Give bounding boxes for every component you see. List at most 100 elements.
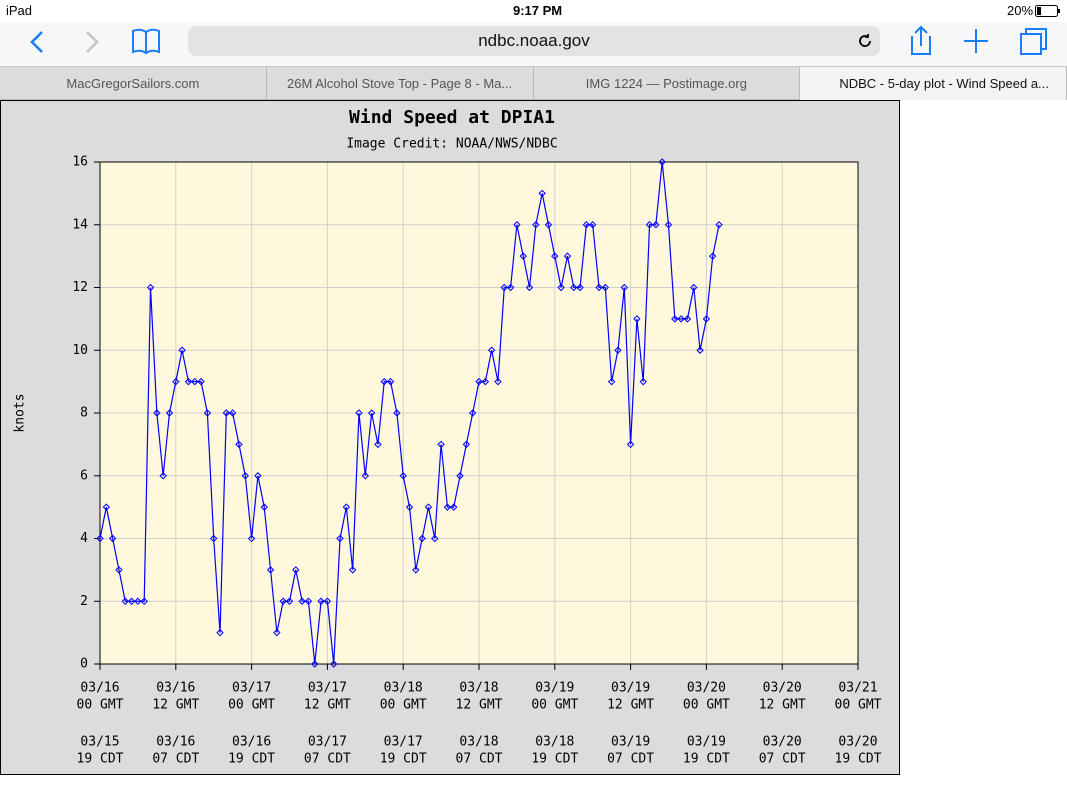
data-point <box>588 221 597 229</box>
data-point <box>702 315 711 323</box>
data-point <box>273 628 281 637</box>
x-tick-label: 03/19 <box>611 735 650 750</box>
tab[interactable]: 26M Alcohol Stove Top - Page 8 - Ma... <box>267 67 534 100</box>
data-point <box>500 283 508 292</box>
x-tick-label: 03/18 <box>459 681 498 696</box>
forward-button[interactable] <box>86 31 99 53</box>
data-point <box>247 534 256 543</box>
data-point <box>525 283 534 292</box>
data-point <box>127 597 136 605</box>
x-tick-label: 03/19 <box>535 681 574 696</box>
data-point <box>292 566 300 574</box>
data-point <box>671 315 679 323</box>
x-tick-label: 00 GMT <box>380 698 427 713</box>
data-line <box>99 161 720 665</box>
data-point <box>601 283 610 292</box>
x-tick-label: 12 GMT <box>456 698 503 713</box>
data-point <box>468 409 477 417</box>
data-point <box>456 472 464 480</box>
data-point <box>260 503 268 511</box>
data-point <box>399 472 407 480</box>
data-point <box>159 472 167 480</box>
data-point <box>462 440 471 449</box>
reload-button[interactable] <box>856 32 874 50</box>
data-point <box>209 534 218 543</box>
x-tick-label: 03/17 <box>308 681 347 696</box>
data-point <box>595 283 603 292</box>
data-point <box>134 597 142 605</box>
data-point <box>172 377 180 386</box>
x-tick-label: 19 CDT <box>380 752 427 767</box>
data-point <box>146 283 155 292</box>
x-tick-label: 07 CDT <box>152 752 199 767</box>
y-tick-label: 0 <box>80 657 88 672</box>
data-point <box>709 252 717 260</box>
share-button[interactable] <box>911 25 931 55</box>
bookmarks-button[interactable] <box>132 28 160 55</box>
data-point <box>405 503 414 511</box>
tab[interactable]: MacGregorSailors.com <box>0 67 267 100</box>
nav-icons <box>30 28 160 55</box>
device-name: iPad <box>6 3 33 18</box>
data-point <box>96 534 104 543</box>
data-point <box>626 440 635 449</box>
data-point <box>563 252 572 260</box>
data-point <box>538 189 546 198</box>
url-text: ndbc.noaa.gov <box>478 31 590 50</box>
x-tick-label: 19 CDT <box>683 752 730 767</box>
status-bar: iPad 9:17 PM 20% <box>0 0 1067 22</box>
tab[interactable]: IMG 1224 — Postimage.org <box>534 67 801 100</box>
data-point <box>557 283 565 292</box>
data-point <box>519 252 527 260</box>
data-point <box>551 252 559 260</box>
x-tick-label: 07 CDT <box>759 752 806 767</box>
x-tick-label: 03/17 <box>384 735 423 750</box>
x-tick-label: 03/20 <box>763 735 802 750</box>
tab[interactable]: NDBC - 5-day plot - Wind Speed a... <box>800 67 1067 100</box>
data-point <box>153 409 161 417</box>
data-point <box>165 409 174 417</box>
data-point <box>424 503 433 511</box>
data-point <box>311 660 319 668</box>
data-point <box>184 377 193 386</box>
address-bar[interactable]: ndbc.noaa.gov <box>188 26 880 56</box>
data-point <box>645 221 654 229</box>
x-tick-label: 03/17 <box>232 681 271 696</box>
x-tick-label: 12 GMT <box>607 698 654 713</box>
y-tick-label: 10 <box>72 343 88 358</box>
y-tick-label: 12 <box>72 280 88 295</box>
tabs-button[interactable] <box>1020 28 1047 55</box>
data-point <box>374 440 382 449</box>
plot-border <box>99 161 859 665</box>
data-point <box>317 597 325 605</box>
x-tick-label: 00 GMT <box>228 698 275 713</box>
data-point <box>437 440 445 449</box>
data-point <box>342 503 351 511</box>
data-point <box>690 283 698 292</box>
data-point <box>266 566 275 574</box>
data-point <box>715 221 723 229</box>
back-button[interactable] <box>30 31 43 53</box>
x-tick-label: 12 GMT <box>759 698 806 713</box>
data-point <box>443 503 452 511</box>
data-point <box>355 409 363 417</box>
data-point <box>418 534 426 543</box>
data-point <box>298 597 306 605</box>
x-tick-label: 19 CDT <box>77 752 124 767</box>
data-point <box>652 221 660 229</box>
data-point <box>336 534 344 543</box>
data-point <box>639 377 647 386</box>
x-tick-label: 00 GMT <box>531 698 578 713</box>
new-tab-button[interactable] <box>964 29 988 53</box>
data-point <box>203 409 212 417</box>
data-point <box>222 409 231 417</box>
x-tick-label: 03/20 <box>838 735 877 750</box>
data-point <box>576 283 584 292</box>
y-tick-label: 14 <box>72 217 88 232</box>
data-point <box>216 628 224 637</box>
data-point <box>361 472 370 480</box>
y-tick-label: 8 <box>80 406 88 421</box>
action-icons <box>911 25 1047 55</box>
data-point <box>228 409 237 417</box>
data-point <box>197 377 205 386</box>
